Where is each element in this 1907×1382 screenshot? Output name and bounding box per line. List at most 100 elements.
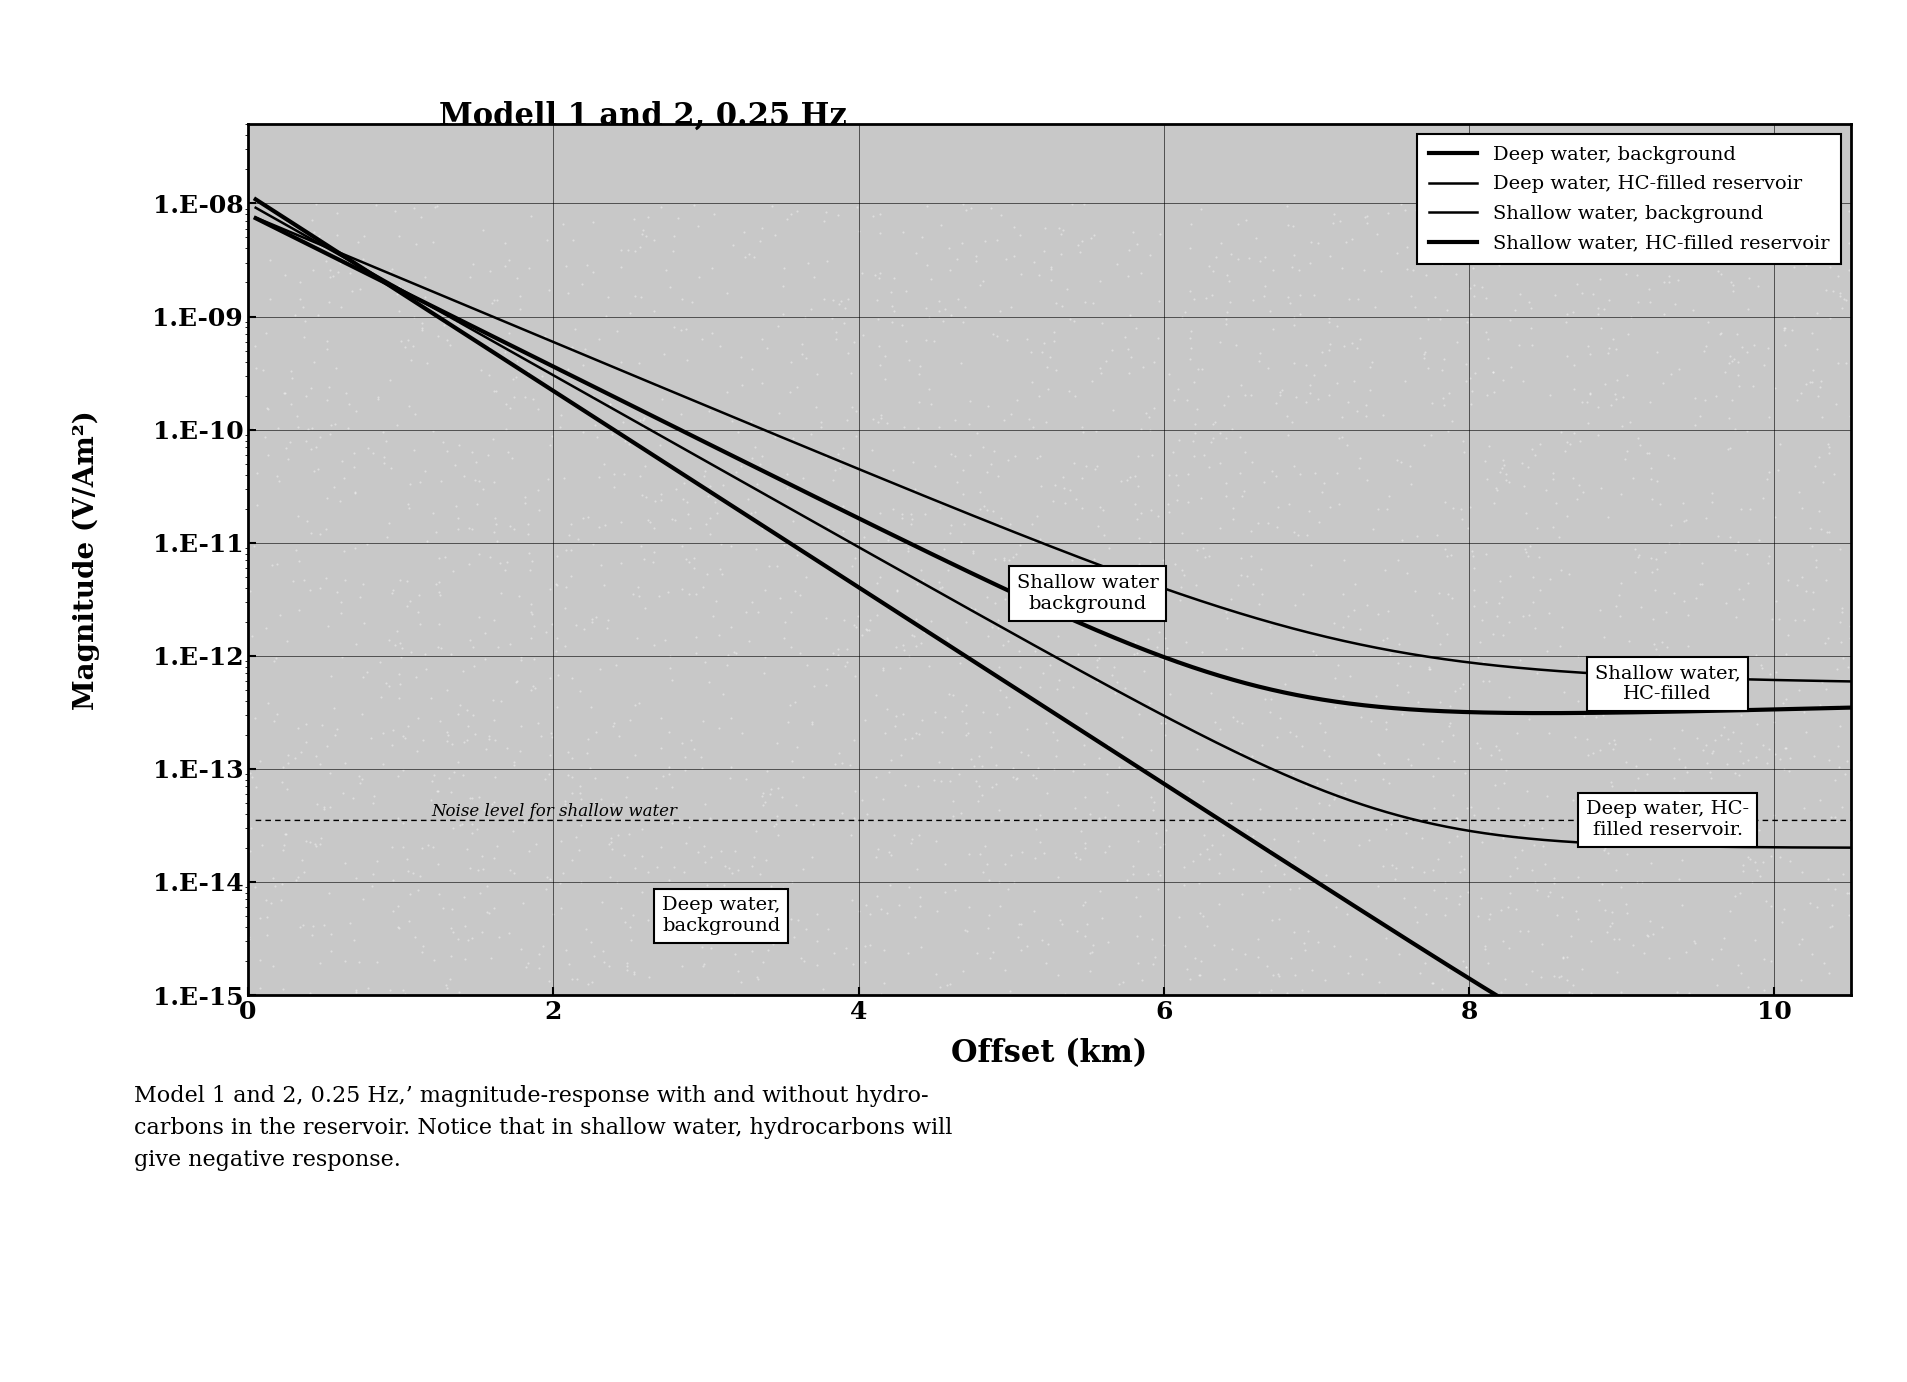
Point bbox=[410, 658, 441, 680]
Point bbox=[652, 756, 683, 778]
Point bbox=[748, 923, 778, 945]
Point bbox=[1640, 637, 1671, 659]
Point bbox=[1119, 492, 1150, 514]
Point bbox=[866, 405, 896, 427]
Point bbox=[315, 267, 345, 289]
Point bbox=[891, 562, 921, 585]
Point bbox=[402, 583, 433, 605]
Point bbox=[1680, 677, 1711, 699]
Point bbox=[1743, 529, 1774, 551]
Point bbox=[913, 377, 944, 399]
Point bbox=[1161, 464, 1192, 486]
Point bbox=[847, 261, 877, 283]
Point bbox=[851, 951, 881, 973]
Shallow water, HC-filled reservoir bbox=[1793, 701, 1815, 717]
Point bbox=[1604, 583, 1634, 605]
Point bbox=[271, 437, 301, 459]
Point bbox=[1627, 941, 1657, 963]
Point bbox=[1512, 604, 1543, 626]
Point bbox=[782, 200, 812, 223]
Point bbox=[275, 361, 305, 383]
Point bbox=[402, 601, 433, 623]
Point bbox=[694, 937, 725, 959]
Point bbox=[788, 467, 818, 489]
Point bbox=[1018, 900, 1049, 922]
Point bbox=[1121, 509, 1152, 531]
Point bbox=[1821, 265, 1852, 287]
Point bbox=[639, 540, 669, 562]
Point bbox=[311, 486, 341, 509]
Point bbox=[1283, 878, 1314, 900]
Point bbox=[542, 695, 572, 717]
Point bbox=[719, 840, 749, 862]
Point bbox=[1213, 292, 1243, 314]
Point bbox=[496, 448, 526, 470]
Point bbox=[1253, 875, 1283, 897]
Line: Shallow water, background: Shallow water, background bbox=[256, 217, 1850, 681]
Point bbox=[810, 445, 841, 467]
Point bbox=[1282, 831, 1312, 853]
Point bbox=[1369, 927, 1400, 949]
Point bbox=[318, 697, 349, 719]
Point bbox=[1590, 810, 1621, 832]
Point bbox=[1354, 829, 1384, 851]
Point bbox=[1581, 397, 1611, 419]
Point bbox=[402, 879, 433, 901]
Point bbox=[1537, 199, 1568, 221]
Point bbox=[1489, 759, 1520, 781]
Point bbox=[1158, 441, 1188, 463]
Point bbox=[1516, 565, 1547, 587]
Point bbox=[913, 619, 944, 641]
Point bbox=[1318, 788, 1348, 810]
Point bbox=[1005, 656, 1036, 679]
Point bbox=[383, 300, 414, 322]
Point bbox=[833, 755, 864, 777]
Point bbox=[553, 282, 584, 304]
Point bbox=[439, 761, 469, 784]
Point bbox=[706, 334, 736, 357]
Point bbox=[1240, 227, 1270, 249]
Shallow water, HC-filled reservoir bbox=[1018, 593, 1041, 609]
Point bbox=[1581, 706, 1611, 728]
Point bbox=[1367, 404, 1398, 426]
Point bbox=[568, 507, 599, 529]
Point bbox=[1804, 694, 1835, 716]
Point bbox=[666, 578, 696, 600]
Point bbox=[271, 264, 301, 286]
Point bbox=[1426, 730, 1457, 752]
Point bbox=[1148, 712, 1179, 734]
Point bbox=[667, 488, 698, 510]
Point bbox=[641, 375, 671, 397]
Point bbox=[1013, 744, 1043, 766]
Point bbox=[1192, 915, 1222, 937]
Point bbox=[980, 755, 1011, 777]
Text: Deep water, HC-
filled reservoir.: Deep water, HC- filled reservoir. bbox=[1585, 800, 1749, 839]
Point bbox=[696, 605, 727, 627]
Point bbox=[614, 824, 645, 846]
Point bbox=[406, 319, 437, 341]
Point bbox=[418, 420, 448, 442]
Point bbox=[1087, 907, 1118, 929]
Point bbox=[236, 766, 267, 788]
Point bbox=[1241, 947, 1272, 969]
Point bbox=[339, 456, 370, 478]
Point bbox=[1053, 380, 1083, 402]
Point bbox=[1203, 717, 1234, 739]
Point bbox=[879, 714, 910, 737]
Point bbox=[1209, 427, 1240, 449]
Point bbox=[1558, 379, 1589, 401]
Point bbox=[738, 246, 769, 268]
Point bbox=[881, 580, 912, 603]
Point bbox=[1394, 455, 1425, 477]
Point bbox=[946, 352, 976, 375]
Point bbox=[1125, 261, 1156, 283]
Point bbox=[372, 525, 402, 547]
Point bbox=[1081, 656, 1112, 679]
Point bbox=[601, 654, 631, 676]
Point bbox=[715, 756, 746, 778]
Point bbox=[954, 390, 984, 412]
Point bbox=[1487, 625, 1518, 647]
Point bbox=[831, 651, 862, 673]
Point bbox=[458, 655, 488, 677]
Point bbox=[875, 311, 906, 333]
